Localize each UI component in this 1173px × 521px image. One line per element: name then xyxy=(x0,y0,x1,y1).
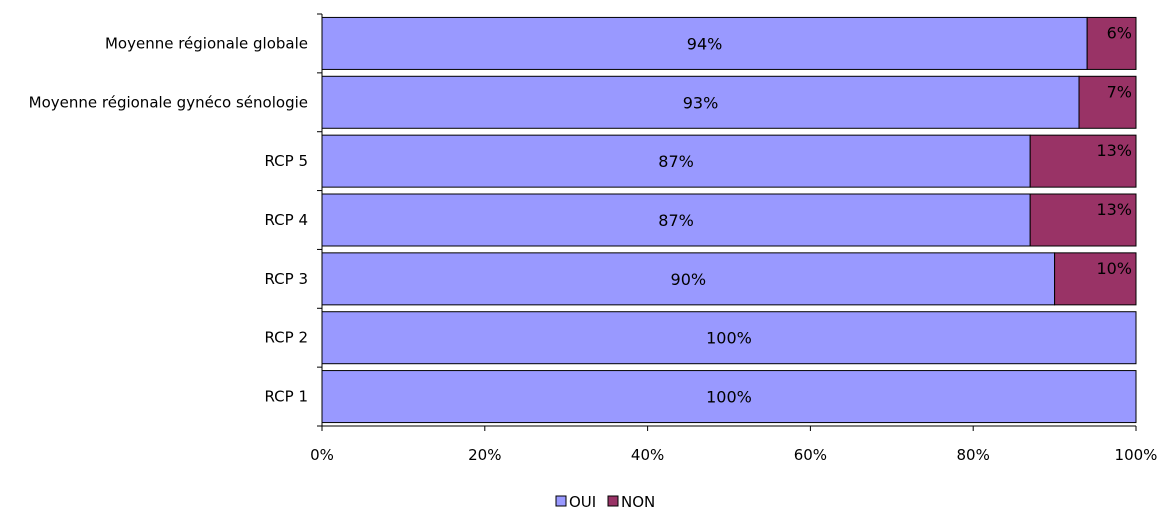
data-label: 100% xyxy=(706,388,752,407)
bar-segment-non xyxy=(1078,75,1137,129)
legend-swatch-non xyxy=(607,495,619,507)
legend: OUI NON xyxy=(555,493,655,511)
x-tick-label: 40% xyxy=(631,446,664,464)
x-tick-label: 80% xyxy=(957,446,990,464)
data-label: 87% xyxy=(658,152,694,171)
axes-layer: 0% 20% 40% 60% 80% 100% xyxy=(310,13,1158,464)
data-label: 93% xyxy=(683,93,719,112)
data-label: 100% xyxy=(706,329,752,348)
category-label: RCP 1 xyxy=(264,388,308,406)
bar-segment-non xyxy=(1029,134,1137,188)
data-label: 94% xyxy=(687,34,723,53)
category-label: Moyenne régionale gynéco sénologie xyxy=(29,93,308,111)
bar-segment-non xyxy=(1029,193,1137,247)
data-label: 13% xyxy=(1096,200,1132,219)
data-label: 10% xyxy=(1096,259,1132,278)
bar-segment-oui xyxy=(321,16,1088,70)
bar-segment-oui xyxy=(321,370,1137,424)
x-tick-label: 0% xyxy=(310,446,334,464)
bars-layer xyxy=(321,16,1137,424)
x-tick-label: 100% xyxy=(1115,446,1158,464)
data-label: 6% xyxy=(1107,23,1132,42)
category-label: RCP 4 xyxy=(264,211,308,229)
labels-layer: Moyenne régionale globale 94% 6% Moyenne ré… xyxy=(29,23,1132,406)
category-label: RCP 2 xyxy=(264,329,308,347)
bar-segment-oui xyxy=(321,75,1080,129)
data-label: 90% xyxy=(671,270,707,289)
data-label: 13% xyxy=(1096,141,1132,160)
legend-label: NON xyxy=(621,493,655,511)
data-label: 87% xyxy=(658,211,694,230)
bar-segment-non xyxy=(1054,252,1137,306)
data-label: 7% xyxy=(1107,82,1132,101)
legend-swatch-oui xyxy=(555,495,567,507)
bar-segment-oui xyxy=(321,134,1031,188)
bar-segment-oui xyxy=(321,311,1137,365)
category-label: RCP 3 xyxy=(264,270,308,288)
category-label: Moyenne régionale globale xyxy=(105,34,308,52)
legend-label: OUI xyxy=(569,493,596,511)
category-label: RCP 5 xyxy=(264,152,308,170)
x-tick-label: 60% xyxy=(794,446,827,464)
bar-segment-non xyxy=(1086,16,1137,70)
x-tick-label: 20% xyxy=(468,446,501,464)
bar-segment-oui xyxy=(321,193,1031,247)
